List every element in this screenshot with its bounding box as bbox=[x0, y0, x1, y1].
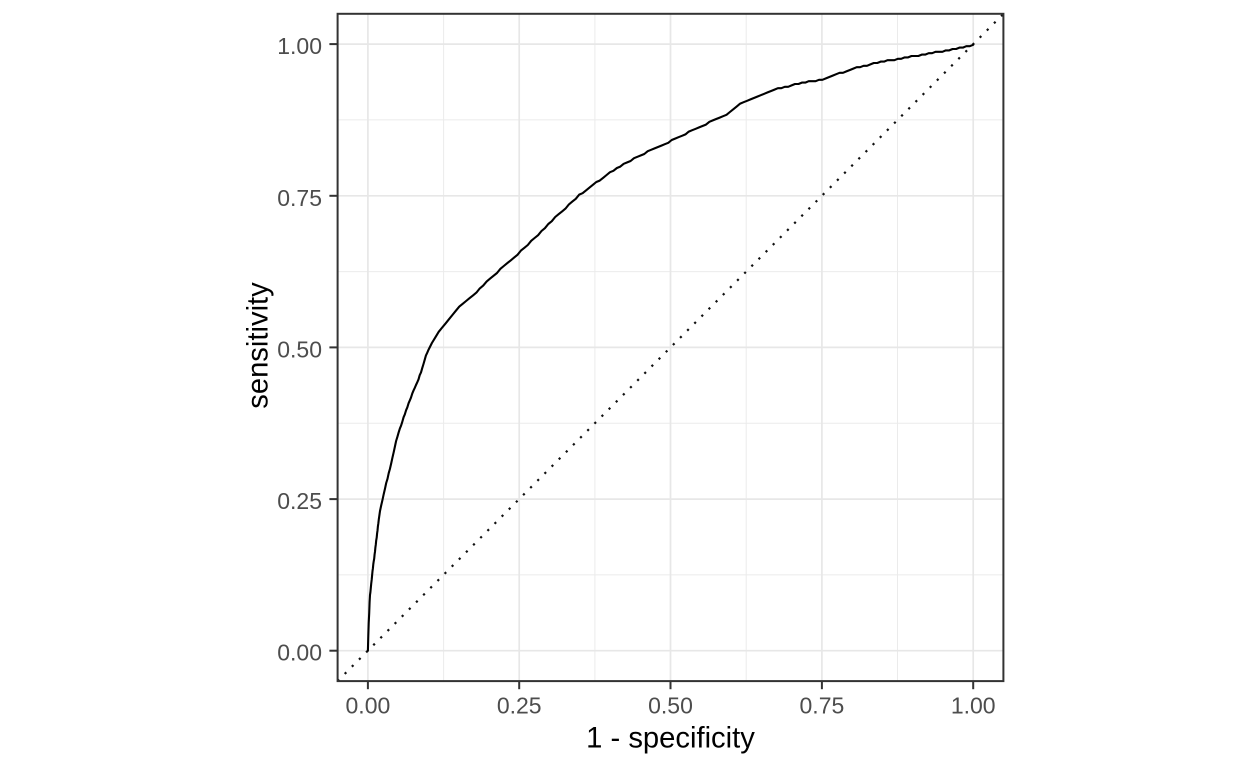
svg-text:0.75: 0.75 bbox=[277, 185, 322, 211]
svg-text:1.00: 1.00 bbox=[951, 693, 996, 719]
svg-text:0.00: 0.00 bbox=[346, 693, 391, 719]
svg-text:1.00: 1.00 bbox=[277, 33, 322, 59]
svg-text:sensitivity: sensitivity bbox=[242, 282, 274, 409]
svg-text:0.00: 0.00 bbox=[277, 640, 322, 666]
svg-text:0.75: 0.75 bbox=[800, 693, 845, 719]
svg-text:1 - specificity: 1 - specificity bbox=[586, 723, 755, 755]
svg-text:0.50: 0.50 bbox=[648, 693, 693, 719]
svg-text:0.50: 0.50 bbox=[277, 336, 322, 362]
svg-text:0.25: 0.25 bbox=[497, 693, 542, 719]
svg-text:0.25: 0.25 bbox=[277, 488, 322, 514]
